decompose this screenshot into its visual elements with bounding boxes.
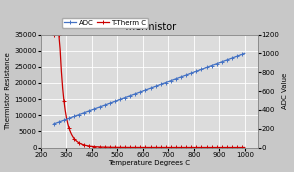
Y-axis label: Thermistor Resistance: Thermistor Resistance [6, 52, 11, 130]
Line: T-Therm C: T-Therm C [52, 33, 246, 149]
ADC [239, 54, 243, 56]
T-Therm C [186, 147, 189, 149]
Y-axis label: ADC Value: ADC Value [283, 73, 288, 109]
Legend: ADC, T-Therm C: ADC, T-Therm C [62, 18, 148, 28]
T-Therm C [145, 146, 148, 148]
T-Therm C [119, 146, 123, 148]
ADC [145, 89, 148, 91]
T-Therm C [52, 34, 56, 36]
ADC [52, 123, 56, 125]
ADC [243, 52, 247, 54]
ADC [119, 98, 123, 100]
ADC [173, 78, 176, 80]
Title: Thermistor: Thermistor [123, 22, 176, 32]
T-Therm C [243, 147, 247, 149]
T-Therm C [168, 146, 171, 148]
Line: ADC: ADC [52, 52, 246, 126]
T-Therm C [173, 146, 176, 148]
ADC [186, 73, 189, 76]
ADC [168, 80, 171, 82]
X-axis label: Temperature Degrees C: Temperature Degrees C [108, 160, 190, 166]
T-Therm C [239, 147, 243, 149]
